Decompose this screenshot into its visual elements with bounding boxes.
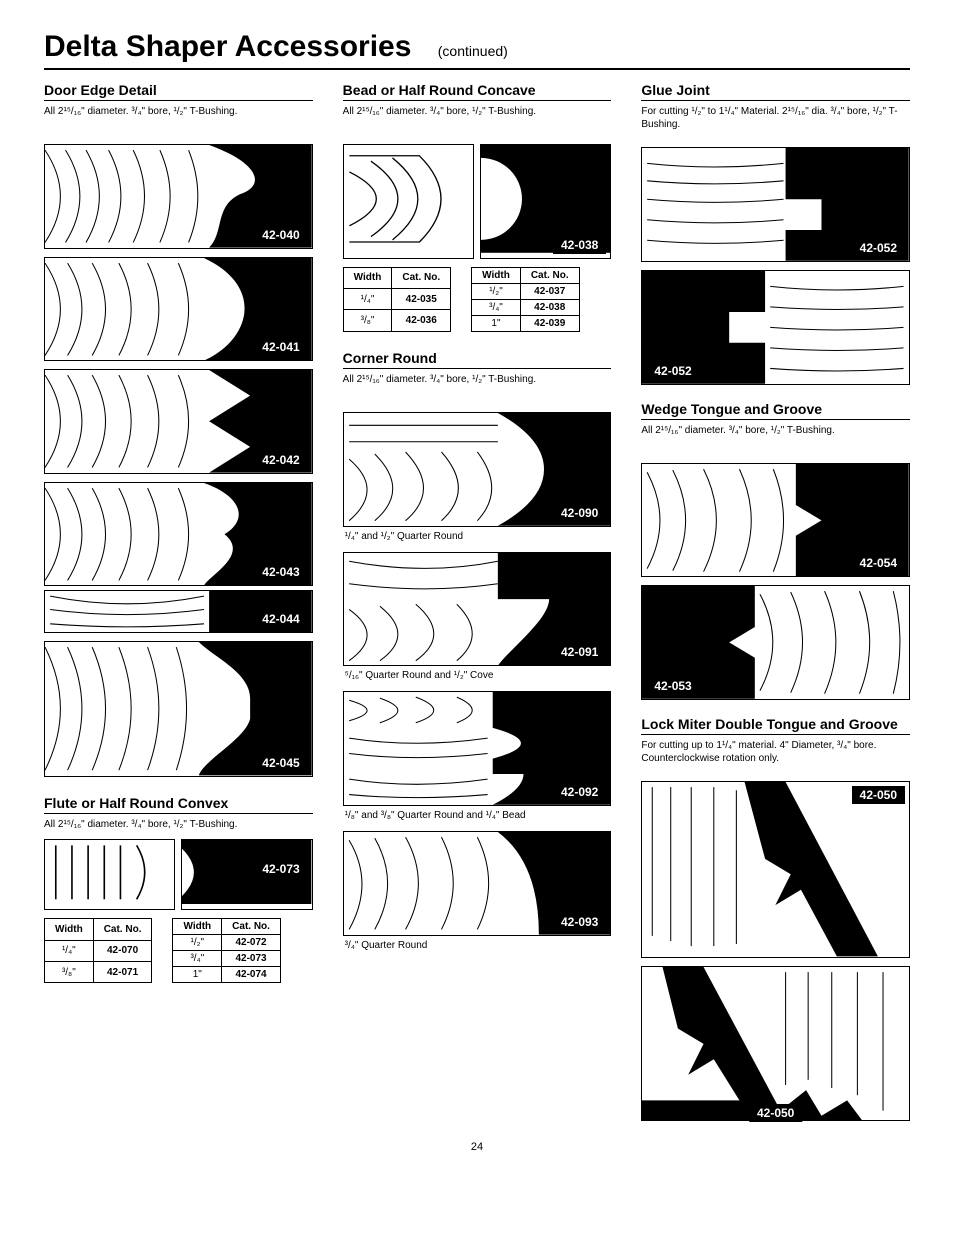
column-2: Bead or Half Round Concave All 2¹⁵/₁₆" d…	[343, 82, 612, 1129]
th-width: Width	[45, 919, 94, 940]
label-42-043: 42-043	[254, 563, 307, 581]
td: 42-038	[520, 299, 579, 315]
column-1: Door Edge Detail All 2¹⁵/₁₆" diameter. ³…	[44, 82, 313, 1129]
td: 42-036	[392, 310, 451, 331]
section-door-edge-title: Door Edge Detail	[44, 82, 313, 101]
label-42-093: 42-093	[553, 913, 606, 931]
label-42-041: 42-041	[254, 338, 307, 356]
label-42-092: 42-092	[553, 783, 606, 801]
profile-42-041: 42-041	[44, 257, 313, 362]
label-42-091: 42-091	[553, 643, 606, 661]
section-corner-title: Corner Round	[343, 350, 612, 369]
profile-42-054: 42-054	[641, 463, 910, 578]
column-33: Glue Joint For cutting ¹/₂" to 1¹/₄" Mat…	[641, 82, 910, 1129]
bead-table-1: WidthCat. No. ¹/₄"42-035 ³/₈"42-036	[343, 267, 451, 332]
profile-42-050b: 42-050	[641, 966, 910, 1122]
profile-42-043: 42-043	[44, 482, 313, 587]
page-title: Delta Shaper Accessories (continued)	[44, 30, 910, 70]
bead-profile-left	[343, 144, 474, 259]
td: ³/₈"	[45, 961, 94, 982]
profile-42-093: 42-093	[343, 831, 612, 936]
profile-42-090: 42-090	[343, 412, 612, 527]
td: 1"	[173, 967, 222, 983]
section-bead-desc: All 2¹⁵/₁₆" diameter. ³/₄" bore, ¹/₂" T-…	[343, 105, 612, 118]
flute-table-2: WidthCat. No. ¹/₂"42-072 ³/₄"42-073 1"42…	[172, 918, 280, 983]
profile-42-050a: 42-050	[641, 781, 910, 957]
th: Width	[472, 267, 521, 283]
bead-profile-right: 42-038	[480, 144, 611, 259]
section-flute-title: Flute or Half Round Convex	[44, 795, 313, 814]
td: 1"	[472, 315, 521, 331]
th-catno: Cat. No.	[222, 919, 281, 935]
label-42-090: 42-090	[553, 504, 606, 522]
td: ¹/₂"	[472, 283, 521, 299]
flute-profile-right: 42-073	[181, 839, 312, 911]
th-width: Width	[173, 919, 222, 935]
td: 42-037	[520, 283, 579, 299]
flute-profile-left	[44, 839, 175, 911]
section-wedge-title: Wedge Tongue and Groove	[641, 401, 910, 420]
profile-42-091: 42-091	[343, 552, 612, 667]
label-42-040: 42-040	[254, 226, 307, 244]
profile-42-040: 42-040	[44, 144, 313, 249]
caption-42-091: ⁵/₁₆" Quarter Round and ¹/₂" Cove	[345, 670, 612, 681]
td: 42-073	[222, 951, 281, 967]
th-catno: Cat. No.	[93, 919, 152, 940]
profile-42-053: 42-053	[641, 585, 910, 700]
section-door-edge-desc: All 2¹⁵/₁₆" diameter. ³/₄" bore, ¹/₂" T-…	[44, 105, 313, 118]
section-corner-desc: All 2¹⁵/₁₆" diameter. ³/₄" bore, ¹/₂" T-…	[343, 373, 612, 386]
label-42-052a: 42-052	[852, 239, 905, 257]
label-42-052b: 42-052	[646, 362, 699, 380]
section-glue-desc: For cutting ¹/₂" to 1¹/₄" Material. 2¹⁵/…	[641, 105, 910, 131]
th: Cat. No.	[520, 267, 579, 283]
profile-42-092: 42-092	[343, 691, 612, 806]
section-glue-title: Glue Joint	[641, 82, 910, 101]
section-bead-title: Bead or Half Round Concave	[343, 82, 612, 101]
td: 42-035	[392, 289, 451, 310]
section-flute-desc: All 2¹⁵/₁₆" diameter. ³/₄" bore, ¹/₂" T-…	[44, 818, 313, 831]
caption-42-092: ¹/₈" and ³/₈" Quarter Round and ¹/₄" Bea…	[345, 810, 612, 821]
td: ¹/₄"	[45, 940, 94, 961]
td: 42-039	[520, 315, 579, 331]
th: Width	[343, 267, 392, 288]
flute-table-1: WidthCat. No. ¹/₄"42-070 ³/₈"42-071	[44, 918, 152, 983]
label-42-045: 42-045	[254, 754, 307, 772]
continued-text: (continued)	[438, 43, 508, 59]
td: 42-074	[222, 967, 281, 983]
section-lock-title: Lock Miter Double Tongue and Groove	[641, 716, 910, 735]
label-42-073: 42-073	[254, 860, 307, 878]
label-42-050b: 42-050	[749, 1104, 802, 1122]
td: 42-070	[93, 940, 152, 961]
title-text: Delta Shaper Accessories	[44, 30, 411, 63]
section-wedge-desc: All 2¹⁵/₁₆" diameter. ³/₄" bore, ¹/₂" T-…	[641, 424, 910, 437]
profile-42-052b: 42-052	[641, 270, 910, 385]
td: ³/₈"	[343, 310, 392, 331]
label-42-054: 42-054	[852, 554, 905, 572]
td: ³/₄"	[472, 299, 521, 315]
td: 42-071	[93, 961, 152, 982]
label-42-053: 42-053	[646, 677, 699, 695]
label-42-044: 42-044	[254, 610, 307, 628]
label-42-050a: 42-050	[852, 786, 905, 804]
bead-table-2: WidthCat. No. ¹/₂"42-037 ³/₄"42-038 1"42…	[471, 267, 579, 332]
th: Cat. No.	[392, 267, 451, 288]
td: ¹/₂"	[173, 935, 222, 951]
profile-42-052a: 42-052	[641, 147, 910, 262]
profile-42-044: 42-044	[44, 590, 313, 633]
caption-42-090: ¹/₄" and ¹/₂" Quarter Round	[345, 531, 612, 542]
td: 42-072	[222, 935, 281, 951]
label-42-038: 42-038	[553, 236, 606, 254]
profile-42-045: 42-045	[44, 641, 313, 776]
td: ³/₄"	[173, 951, 222, 967]
page-number: 24	[44, 1141, 910, 1153]
td: ¹/₄"	[343, 289, 392, 310]
profile-42-042: 42-042	[44, 369, 313, 474]
caption-42-093: ³/₄" Quarter Round	[345, 940, 612, 951]
label-42-042: 42-042	[254, 451, 307, 469]
section-lock-desc: For cutting up to 1¹/₄" material. 4" Dia…	[641, 739, 910, 765]
